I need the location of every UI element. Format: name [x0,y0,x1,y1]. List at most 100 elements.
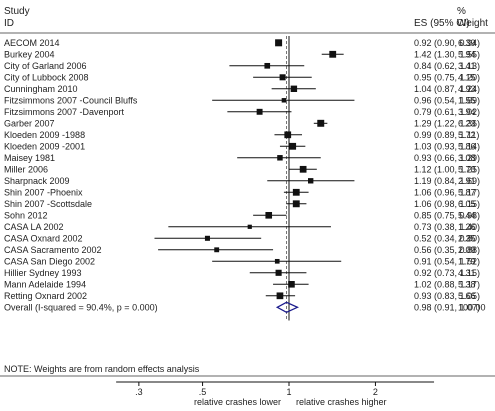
study-row: Miller 2006 1.12 (1.00, 1.25)5.70 [4,165,480,175]
study-weight: 5.87 [458,188,476,198]
study-weight: 3.41 [458,61,476,71]
effect-size-ci: 0.99 (0.89, 1.11) [414,130,479,140]
point-estimate [206,237,209,240]
study-label: Garber 2007 [4,119,55,129]
effect-size-ci: 1.03 (0.93, 1.14) [414,142,480,152]
effect-size-ci: 0.92 (0.90, 0.94) [414,38,480,48]
header-weight-label: Weight [457,18,488,29]
overall-weight: 100.00 [458,303,486,313]
point-estimate [281,76,284,79]
study-row: CASA LA 2002 0.73 (0.38, 1.40)1.26 [4,222,480,232]
effect-size-ci: 1.06 (0.96, 1.17) [414,188,480,198]
point-estimate [276,260,279,263]
study-label: Sharpnack 2009 [4,176,70,186]
effect-size-ci: 0.85 (0.75, 0.98) [414,211,480,221]
study-row: Sohn 2012 0.85 (0.75, 0.98)5.44 [4,211,480,221]
overall-label: Overall (I-squared = 90.4%, p = 0.000) [4,303,158,313]
study-label: Mann Adelaide 1994 [4,280,86,290]
point-estimate [331,53,334,56]
study-label: CASA LA 2002 [4,222,64,232]
study-label: CASA Sacramento 2002 [4,245,102,255]
study-row: Retting Oxnard 2002 0.93 (0.83, 1.05)5.66 [4,291,480,301]
study-row: City of Lubbock 2008 0.95 (0.75, 1.20)4.1… [4,73,480,83]
effect-size-ci: 0.93 (0.83, 1.05) [414,291,480,301]
study-label: Burkey 2004 [4,50,55,60]
study-weight: 5.94 [458,50,476,60]
point-estimate [279,156,281,159]
x-axis: .3 .5 1 2 [116,381,435,397]
point-estimate [277,41,280,44]
x-label-higher: relative crashes higher [296,397,387,407]
header-percent-label: % [457,6,466,17]
point-estimate [291,145,294,148]
study-weight: 5.70 [458,165,476,175]
effect-size-ci: 1.42 (1.30, 1.55) [414,50,480,60]
study-weight: 4.93 [458,84,476,94]
point-estimate [295,191,298,194]
study-weight: 1.26 [458,222,476,232]
study-weight: 6.23 [458,119,476,129]
study-row: CASA San Diego 2002 0.91 (0.54, 1.52)1.79 [4,257,480,267]
effect-size-ci: 0.79 (0.61, 1.02) [414,107,480,117]
study-label: Retting Oxnard 2002 [4,291,87,301]
header-es-label: ES (95% CI) [414,18,470,29]
study-row: CASA Oxnard 2002 0.52 (0.34, 0.80)2.35 [4,234,480,244]
study-row: AECOM 2014 0.92 (0.90, 0.94)6.39 [4,38,480,48]
study-row: Shin 2007 -Scottsdale 1.06 (0.98, 1.15)6.… [4,199,480,209]
point-estimate [248,225,251,228]
study-row: Maisey 1981 0.93 (0.66, 1.29)3.08 [4,153,480,163]
study-weight: 6.39 [458,38,476,48]
study-weight: 5.38 [458,280,476,290]
effect-size-ci: 1.06 (0.98, 1.15) [414,199,480,209]
study-weight: 2.09 [458,245,476,255]
point-estimate [302,168,305,171]
overall-effect-size-ci: 0.98 (0.91, 1.07) [414,303,480,313]
overall-row: Overall (I-squared = 90.4%, p = 0.000) 0.… [4,301,486,314]
study-row: Fitzsimmons 2007 -Council Bluffs 0.96 (0.… [4,96,480,106]
study-label: City of Lubbock 2008 [4,73,89,83]
study-weight: 5.66 [458,291,476,301]
effect-size-ci: 0.52 (0.34, 0.80) [414,234,480,244]
study-weight: 3.94 [458,107,476,117]
study-row: Sharpnack 2009 1.19 (0.84, 1.69)2.91 [4,176,480,186]
study-weight: 5.86 [458,142,476,152]
study-weight: 4.31 [458,268,476,278]
study-row: City of Garland 2006 0.84 (0.62, 1.13)3.4… [4,61,480,71]
effect-size-ci: 1.12 (1.00, 1.25) [414,165,480,175]
point-estimate [266,64,269,67]
study-weight: 3.08 [458,153,476,163]
study-label: Fitzsimmons 2007 -Davenport [4,107,125,117]
x-label-lower: relative crashes lower [194,397,281,407]
x-tick-label: .5 [199,387,207,397]
effect-size-ci: 0.73 (0.38, 1.40) [414,222,480,232]
point-estimate [215,248,218,251]
study-label: AECOM 2014 [4,38,60,48]
effect-size-ci: 1.19 (0.84, 1.69) [414,176,480,186]
study-weight: 4.15 [458,73,476,83]
study-label: Sohn 2012 [4,211,48,221]
effect-size-ci: 0.56 (0.35, 0.88) [414,245,480,255]
study-weight: 5.44 [458,211,476,221]
effect-size-ci: 0.93 (0.66, 1.29) [414,153,480,163]
study-weight: 2.35 [458,234,476,244]
study-weight: 1.79 [458,257,476,267]
study-label: Shin 2007 -Phoenix [4,188,83,198]
point-estimate [267,214,270,217]
point-estimate [309,179,312,182]
study-row: Kloeden 2009 -1988 0.99 (0.89, 1.11)5.72 [4,130,479,140]
study-row: Burkey 2004 1.42 (1.30, 1.55)5.94 [4,50,480,60]
effect-size-ci: 0.96 (0.54, 1.69) [414,96,480,106]
study-label: Kloeden 2009 -2001 [4,142,85,152]
study-weight: 2.91 [458,176,476,186]
weights-note: NOTE: Weights are from random effects an… [4,364,200,374]
header-id-label: ID [4,18,14,29]
study-label: Cunningham 2010 [4,84,78,94]
study-label: Maisey 1981 [4,153,55,163]
effect-size-ci: 1.04 (0.87, 1.24) [414,84,480,94]
study-label: CASA Oxnard 2002 [4,234,83,244]
header-study-label: Study [4,6,30,17]
study-label: City of Garland 2006 [4,61,87,71]
study-label: Shin 2007 -Scottsdale [4,199,92,209]
